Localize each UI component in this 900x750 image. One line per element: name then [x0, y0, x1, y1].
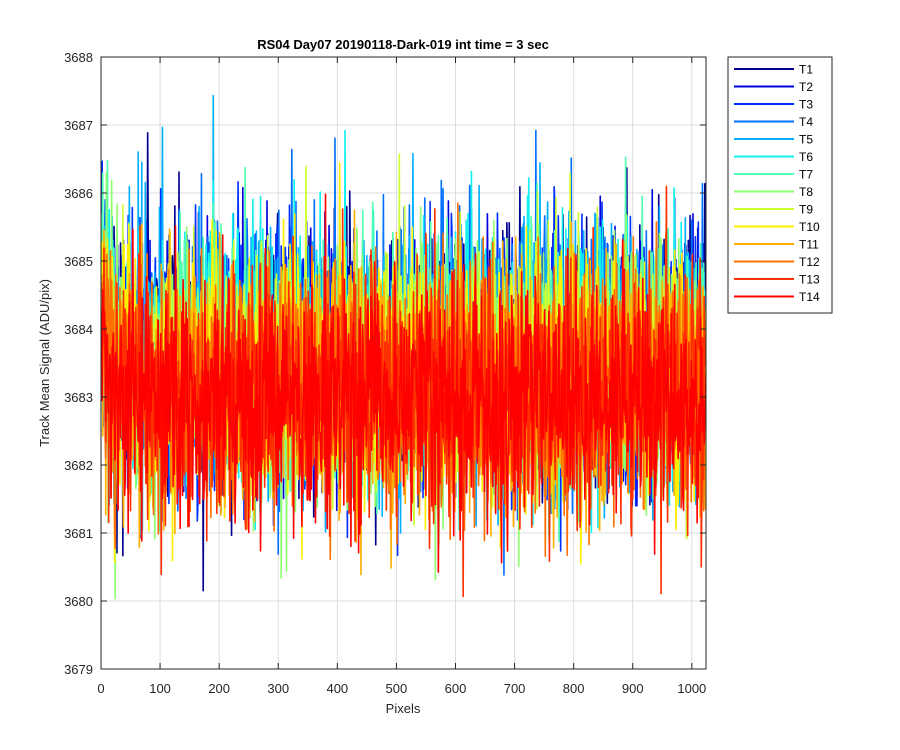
y-tick-label: 3680 [64, 594, 93, 609]
legend-label-t3: T3 [799, 98, 813, 112]
y-tick-label: 3683 [64, 390, 93, 405]
y-tick-label: 3686 [64, 186, 93, 201]
y-tick-label: 3682 [64, 458, 93, 473]
legend: T1 T2 T3 T4 T5 T6 T7 T8 T9 T10 T11 T12 T13 T14 [727, 56, 833, 314]
axes-box [100, 56, 707, 670]
legend-label-t11: T11 [799, 238, 819, 252]
y-tick-label: 3688 [64, 50, 93, 65]
x-tick-label: 200 [208, 681, 230, 696]
legend-label-t7: T7 [799, 168, 813, 182]
x-tick-label: 400 [326, 681, 348, 696]
x-tick-label: 600 [445, 681, 467, 696]
x-tick-label: 800 [563, 681, 585, 696]
legend-label-t12: T12 [799, 255, 820, 269]
x-tick-label: 900 [622, 681, 644, 696]
legend-box [727, 56, 833, 314]
legend-label-t6: T6 [799, 150, 813, 164]
legend-label-t9: T9 [799, 203, 813, 217]
legend-label-t14: T14 [799, 290, 820, 304]
y-tick-label: 3679 [64, 662, 93, 677]
x-tick-label: 700 [504, 681, 526, 696]
chart-title: RS04 Day07 20190118-Dark-019 int time = … [257, 37, 549, 52]
legend-label-t10: T10 [799, 220, 820, 234]
legend-label-t4: T4 [799, 115, 813, 129]
x-axis-label: Pixels [386, 701, 421, 716]
x-tick-label: 100 [149, 681, 171, 696]
legend-label-t5: T5 [799, 133, 813, 147]
y-tick-label: 3685 [64, 254, 93, 269]
series-line-t14 [101, 193, 706, 573]
legend-label-t8: T8 [799, 185, 813, 199]
x-axis-ticks: 0 100 200 300 400 500 600 700 800 900 1000 [97, 57, 706, 696]
legend-label-t13: T13 [799, 273, 820, 287]
legend-label-t1: T1 [799, 63, 813, 77]
x-tick-label: 500 [386, 681, 408, 696]
y-axis-ticks: 3679 3680 3681 3682 3683 3684 3685 3686 3687 3688 [64, 50, 706, 677]
y-axis-label: Track Mean Signal (ADU/pix) [37, 279, 52, 447]
y-tick-label: 3684 [64, 322, 93, 337]
y-tick-label: 3687 [64, 118, 93, 133]
legend-label-t2: T2 [799, 80, 813, 94]
x-tick-label: 0 [97, 681, 104, 696]
x-tick-label: 300 [267, 681, 289, 696]
y-tick-label: 3681 [64, 526, 93, 541]
x-tick-label: 1000 [677, 681, 706, 696]
series-layer [101, 94, 706, 600]
